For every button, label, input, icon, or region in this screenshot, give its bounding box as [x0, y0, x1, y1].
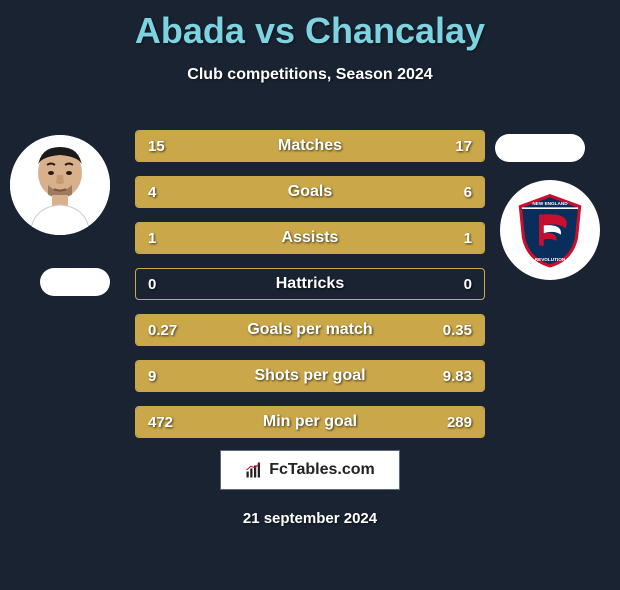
- chart-icon: [245, 461, 263, 479]
- page-subtitle: Club competitions, Season 2024: [0, 66, 620, 84]
- player-right-badge-pill: [495, 134, 585, 162]
- stat-label: Min per goal: [136, 407, 484, 437]
- person-icon: [10, 135, 110, 235]
- team-crest-icon: NEW ENGLAND REVOLUTION: [511, 191, 589, 269]
- footer-brand-badge[interactable]: FcTables.com: [220, 450, 400, 490]
- player-left-badge-pill: [40, 268, 110, 296]
- stat-label: Goals: [136, 177, 484, 207]
- stats-bars: 1517Matches 46Goals 11Assists 00Hattricks 0.…: [135, 130, 485, 452]
- svg-text:NEW ENGLAND: NEW ENGLAND: [532, 201, 568, 206]
- stat-label: Assists: [136, 223, 484, 253]
- stat-row: 99.83Shots per goal: [135, 360, 485, 392]
- svg-text:REVOLUTION: REVOLUTION: [535, 257, 566, 262]
- page-date: 21 september 2024: [0, 510, 620, 527]
- stat-row: 00Hattricks: [135, 268, 485, 300]
- stat-label: Shots per goal: [136, 361, 484, 391]
- stat-row: 0.270.35Goals per match: [135, 314, 485, 346]
- stat-row: 11Assists: [135, 222, 485, 254]
- player-right-crest: NEW ENGLAND REVOLUTION: [500, 180, 600, 280]
- stat-label: Hattricks: [136, 269, 484, 299]
- stat-row: 1517Matches: [135, 130, 485, 162]
- stat-row: 472289Min per goal: [135, 406, 485, 438]
- footer-brand-text: FcTables.com: [269, 461, 375, 479]
- stat-label: Goals per match: [136, 315, 484, 345]
- stat-row: 46Goals: [135, 176, 485, 208]
- stat-label: Matches: [136, 131, 484, 161]
- page-title: Abada vs Chancalay: [0, 10, 620, 52]
- player-left-avatar: [10, 135, 110, 235]
